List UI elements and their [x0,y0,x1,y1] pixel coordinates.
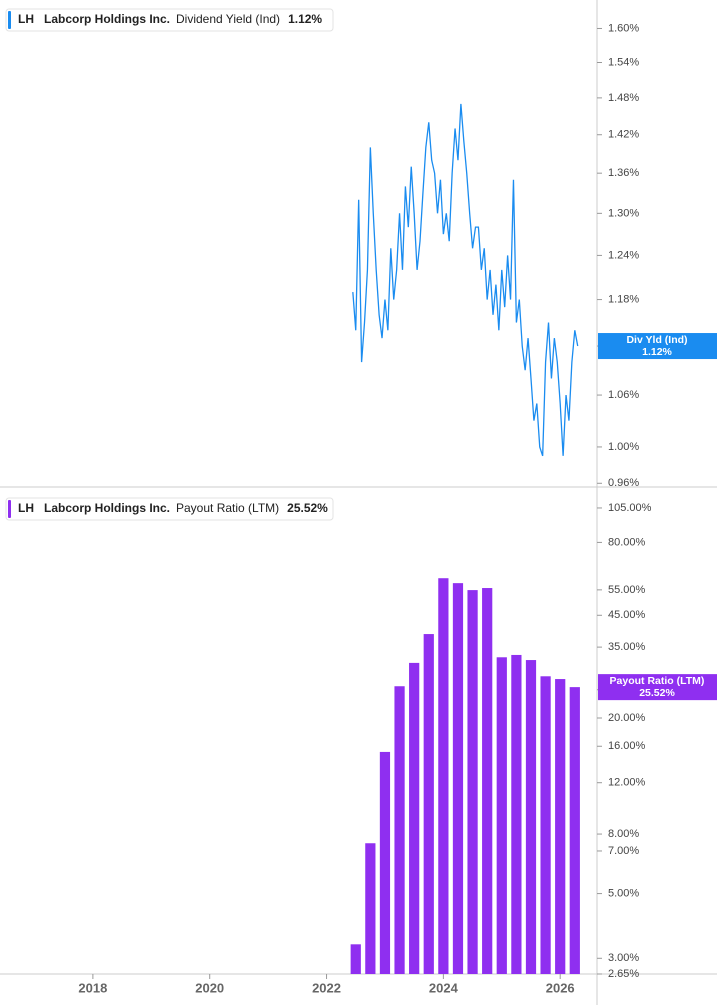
y-tick-label: 1.60% [608,22,639,34]
bar [452,583,464,974]
bar [379,751,391,974]
y-tick-label: 3.00% [608,952,639,964]
y-tick-label: 35.00% [608,641,646,653]
y-tick-label: 1.24% [608,249,639,261]
bar [555,679,566,974]
bar [438,578,449,974]
y-tick-label: 16.00% [608,740,646,752]
header-value: 25.52% [287,501,328,515]
y-tick-label: 1.36% [608,167,639,179]
bar [409,662,420,974]
y-tick-label: 1.18% [608,293,639,305]
header-metric: Dividend Yield (Ind) [176,12,280,26]
x-tick-label: 2020 [195,980,224,995]
x-tick-label: 2022 [312,980,341,995]
y-tick-label: 55.00% [608,584,646,596]
y-tick-label: 1.00% [608,441,639,453]
y-tick-label: 8.00% [608,828,639,840]
x-tick-label: 2018 [78,980,107,995]
y-tick-label: 1.42% [608,129,639,141]
badge-name: Payout Ratio (LTM) [610,675,705,687]
header-marker [8,11,11,29]
bar [423,634,434,974]
header-metric: Payout Ratio (LTM) [176,501,279,515]
x-tick-label: 2026 [546,980,575,995]
value-badge [598,674,717,701]
y-tick-label: 105.00% [608,502,652,514]
y-tick-label: 1.06% [608,389,639,401]
y-tick-label: 1.54% [608,56,639,68]
header-box [5,497,334,521]
y-tick-label: 2.65% [608,968,639,980]
y-tick-label: 20.00% [608,712,646,724]
bar [482,588,493,974]
bar [365,843,376,974]
bar [525,660,537,974]
bar [394,686,405,974]
y-tick-label: 80.00% [608,536,646,548]
y-tick-label: 1.48% [608,92,639,104]
header-marker [8,500,11,518]
x-tick-label: 2024 [429,980,459,995]
header-ticker: LH [18,501,34,515]
y-tick-label: 0.96% [608,477,639,489]
bar [569,687,580,974]
y-tick-label: 12.00% [608,777,646,789]
header-company: Labcorp Holdings Inc. [44,12,170,26]
y-tick-label: 1.30% [608,207,639,219]
line-series [352,103,579,457]
header-ticker: LH [18,12,34,26]
badge-value: 1.12% [642,346,672,358]
value-badge [598,333,717,360]
bar [350,944,361,974]
y-tick-label: 7.00% [608,845,639,857]
bar [496,657,507,974]
header-box [5,8,334,32]
badge-name: Div Yld (Ind) [626,334,687,346]
bar [511,654,522,974]
header-value: 1.12% [288,12,322,26]
bar [467,590,478,974]
y-tick-label: 45.00% [608,609,646,621]
header-company: Labcorp Holdings Inc. [44,501,170,515]
badge-value: 25.52% [639,687,675,699]
y-tick-label: 5.00% [608,887,639,899]
bar [540,676,551,974]
